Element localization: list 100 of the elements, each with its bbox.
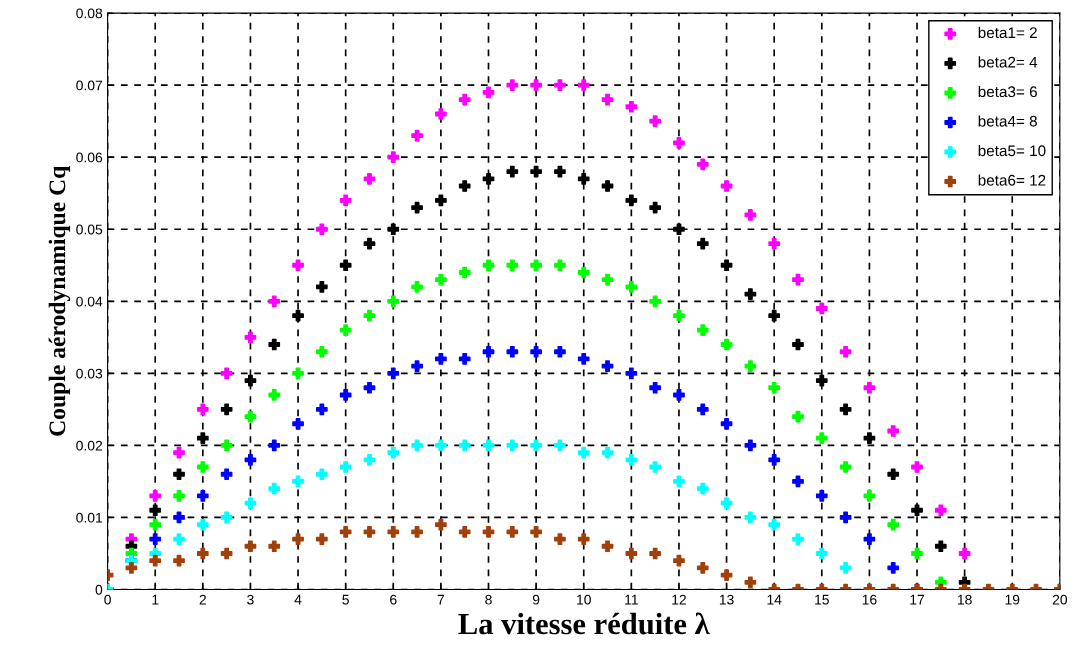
point — [887, 425, 900, 437]
point — [649, 295, 661, 308]
point — [673, 475, 685, 488]
point — [696, 403, 709, 416]
point — [339, 389, 352, 401]
point — [292, 309, 304, 322]
point — [530, 439, 542, 452]
point — [768, 381, 781, 394]
point — [601, 446, 614, 459]
y-tick-label: 0.06 — [76, 152, 103, 163]
point — [458, 439, 471, 452]
point — [363, 526, 376, 538]
point — [506, 345, 519, 358]
point — [339, 324, 352, 336]
point — [268, 482, 281, 495]
point — [292, 475, 304, 488]
point — [316, 533, 328, 545]
point — [244, 453, 257, 466]
point — [554, 345, 566, 358]
point — [458, 353, 471, 365]
point — [482, 172, 495, 185]
point — [458, 266, 471, 279]
point — [839, 461, 852, 473]
point — [673, 136, 685, 149]
point — [625, 100, 638, 113]
x-tick-label: 15 — [815, 594, 829, 605]
point — [696, 482, 709, 495]
point — [196, 489, 209, 502]
point — [768, 237, 781, 250]
point — [792, 338, 804, 351]
point — [316, 345, 328, 358]
point — [292, 367, 304, 380]
point — [554, 79, 566, 91]
point — [387, 223, 400, 236]
point — [744, 439, 757, 452]
y-tick-label: 0.01 — [76, 512, 103, 523]
x-tick-label: 19 — [1005, 594, 1020, 605]
point — [268, 540, 281, 553]
point — [554, 533, 566, 545]
point — [887, 518, 900, 531]
point — [934, 540, 947, 553]
point — [863, 489, 876, 502]
point — [839, 511, 852, 524]
point — [435, 353, 447, 365]
point — [173, 468, 185, 481]
point — [173, 533, 185, 545]
point — [220, 439, 233, 452]
point — [244, 331, 257, 344]
legend-label: beta5= 10 — [978, 144, 1046, 157]
point — [149, 554, 162, 567]
point — [768, 309, 781, 322]
point — [173, 511, 185, 524]
point — [863, 432, 876, 445]
point — [149, 489, 162, 502]
point — [696, 562, 709, 574]
point — [506, 259, 519, 272]
x-tick-label: 4 — [294, 594, 302, 605]
x-tick-label: 6 — [390, 594, 397, 605]
y-tick-label: 0.08 — [76, 8, 103, 19]
point — [601, 360, 614, 372]
point — [649, 381, 661, 394]
point — [720, 569, 733, 581]
point — [696, 158, 709, 171]
x-tick-label: 8 — [485, 594, 492, 605]
x-tick-label: 9 — [532, 594, 540, 605]
point — [744, 288, 757, 300]
point — [577, 266, 590, 279]
x-tick-label: 0 — [104, 594, 111, 605]
point — [577, 353, 590, 365]
point — [458, 526, 471, 538]
x-tick-label: 2 — [199, 594, 206, 605]
point — [411, 281, 423, 293]
point — [363, 172, 376, 185]
point — [435, 518, 447, 531]
point — [839, 562, 852, 574]
point — [482, 345, 495, 358]
point — [792, 410, 804, 423]
point — [792, 273, 804, 286]
point — [339, 259, 352, 272]
point — [506, 79, 519, 91]
point — [887, 562, 900, 574]
y-tick-label: 0.07 — [76, 80, 103, 91]
point — [768, 453, 781, 466]
point — [506, 526, 519, 538]
point — [792, 475, 804, 488]
point — [839, 345, 852, 358]
point — [577, 172, 590, 185]
point — [649, 461, 661, 473]
point — [435, 439, 447, 452]
point — [435, 194, 447, 207]
point — [387, 151, 400, 164]
point — [482, 259, 495, 272]
legend-label: beta4= 8 — [978, 115, 1037, 127]
point — [506, 439, 519, 452]
x-tick-label: 5 — [342, 594, 349, 605]
y-axis-title: Couple aérodynamique Cq — [48, 165, 71, 436]
point — [316, 468, 328, 481]
point — [411, 526, 423, 538]
point — [720, 497, 733, 509]
point — [482, 526, 495, 538]
